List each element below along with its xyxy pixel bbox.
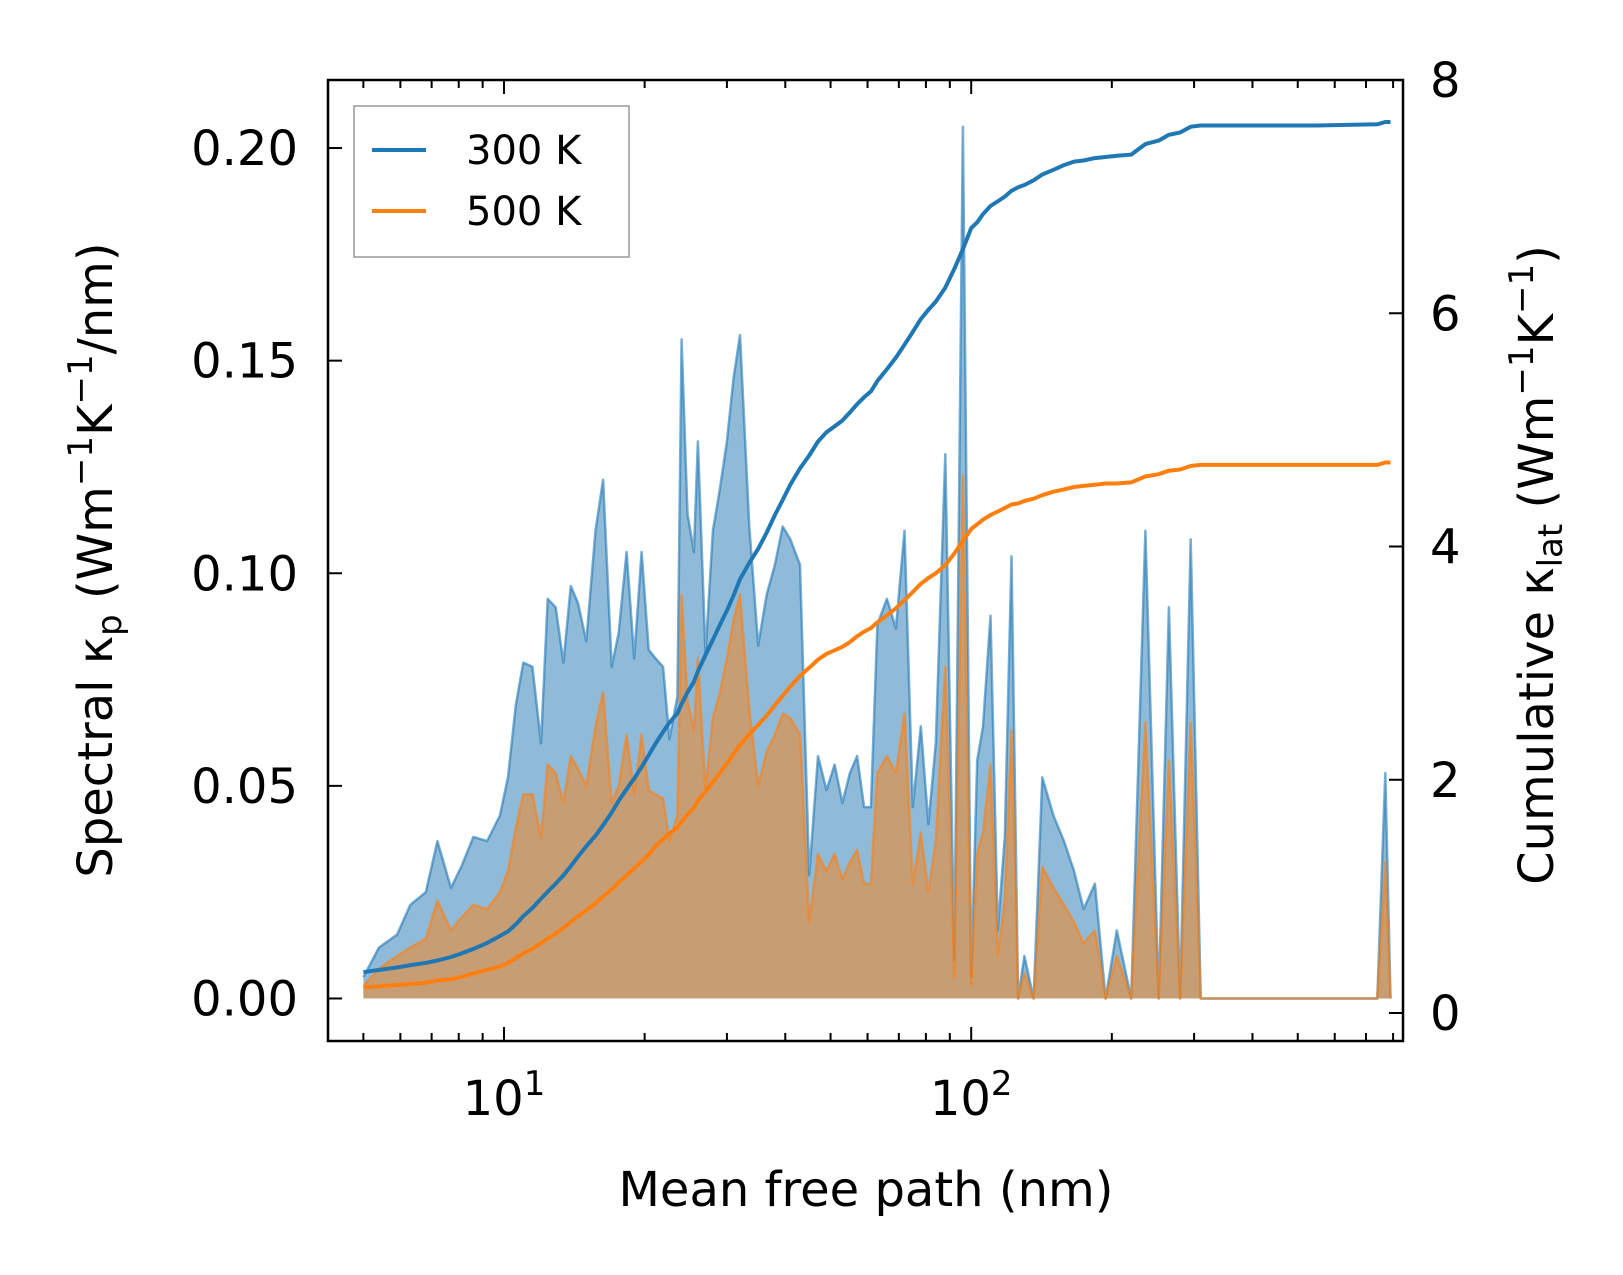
y-left-tick-label: 0.10	[191, 546, 298, 602]
x-tick-base: 10	[463, 1071, 524, 1127]
legend-label-300k: 300 K	[466, 128, 583, 174]
x-axis-title: Mean free path (nm)	[619, 1162, 1114, 1218]
legend: 300 K 500 K	[353, 105, 630, 258]
cumulative-line-1	[363, 460, 1391, 990]
y-left-tick-label: 0.05	[191, 759, 298, 815]
y-right-axis-title: Cumulative κlat (Wm−1K−1)	[1502, 245, 1571, 885]
legend-label-500k: 500 K	[466, 189, 583, 235]
y-right-tick-label: 8	[1430, 53, 1461, 109]
x-tick-label: 102	[930, 1064, 1013, 1127]
y-left-axis-title: Spectral κp (Wm−1K−1/nm)	[61, 242, 130, 877]
y-right-tick-label: 2	[1430, 753, 1461, 809]
y-right-tick-label: 6	[1430, 286, 1461, 342]
spectral-area-1	[363, 475, 1391, 999]
spectral-line-1	[362, 474, 1392, 1000]
y-left-tick-label: 0.20	[191, 121, 298, 177]
y-right-tick-label: 0	[1430, 986, 1461, 1042]
x-tick-base: 10	[930, 1071, 991, 1127]
x-tick-label: 101	[463, 1064, 546, 1127]
cumulative-line-0	[363, 120, 1391, 975]
x-tick-exponent: 2	[991, 1064, 1013, 1104]
plot-area	[362, 120, 1392, 1000]
y-left-tick-label: 0.15	[191, 334, 298, 390]
legend-frame	[353, 105, 630, 258]
plot-frame	[326, 78, 1405, 1043]
y-right-tick-label: 4	[1430, 520, 1461, 576]
x-tick-exponent: 1	[524, 1064, 546, 1104]
spectral-line-0	[362, 125, 1392, 1000]
y-left-tick-label: 0.00	[191, 971, 298, 1027]
